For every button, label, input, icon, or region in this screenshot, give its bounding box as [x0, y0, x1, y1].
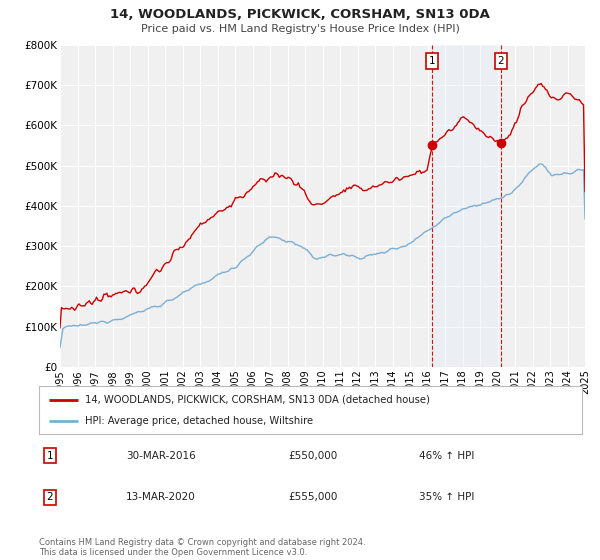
Text: 1: 1	[428, 56, 435, 66]
Text: Contains HM Land Registry data © Crown copyright and database right 2024.
This d: Contains HM Land Registry data © Crown c…	[39, 538, 365, 557]
Text: £555,000: £555,000	[289, 492, 338, 502]
Text: 13-MAR-2020: 13-MAR-2020	[126, 492, 196, 502]
Text: 46% ↑ HPI: 46% ↑ HPI	[419, 451, 475, 461]
Text: 14, WOODLANDS, PICKWICK, CORSHAM, SN13 0DA: 14, WOODLANDS, PICKWICK, CORSHAM, SN13 0…	[110, 8, 490, 21]
Text: 30-MAR-2016: 30-MAR-2016	[126, 451, 196, 461]
Text: HPI: Average price, detached house, Wiltshire: HPI: Average price, detached house, Wilt…	[85, 416, 313, 426]
Text: 1: 1	[47, 451, 53, 461]
Bar	[432, 45, 501, 367]
Text: 35% ↑ HPI: 35% ↑ HPI	[419, 492, 475, 502]
Text: 14, WOODLANDS, PICKWICK, CORSHAM, SN13 0DA (detached house): 14, WOODLANDS, PICKWICK, CORSHAM, SN13 0…	[85, 395, 430, 405]
Text: 2: 2	[497, 56, 505, 66]
Text: £550,000: £550,000	[289, 451, 338, 461]
Text: Price paid vs. HM Land Registry's House Price Index (HPI): Price paid vs. HM Land Registry's House …	[140, 24, 460, 34]
Text: 2: 2	[47, 492, 53, 502]
